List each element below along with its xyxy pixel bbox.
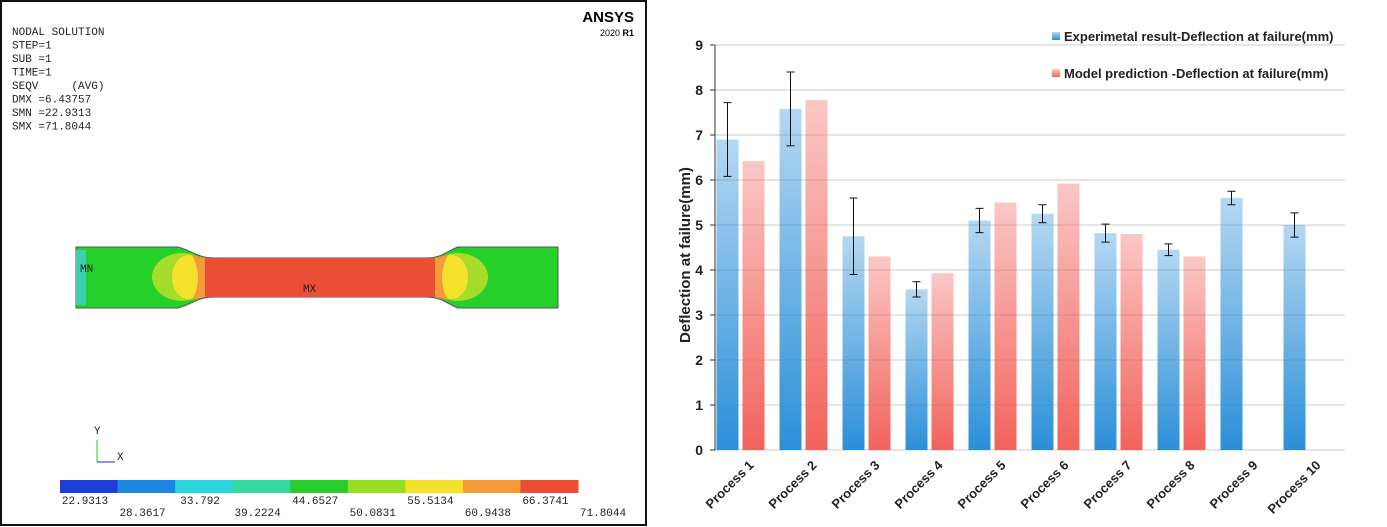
colorbar-segment [405,480,463,493]
y-tick-label: 5 [695,217,703,233]
x-tick-label: Process 3 [829,458,883,512]
solution-info: TIME=1 [12,68,52,80]
solution-info: SUB =1 [12,54,52,66]
bar [906,289,928,450]
y-tick-label: 6 [695,172,703,188]
solution-info: DMX =6.43757 [12,95,91,107]
colorbar-label: 22.9313 [62,496,108,508]
y-tick-label: 3 [695,307,703,323]
legend-swatch [1052,32,1060,40]
solution-info: SEQV (AVG) [12,81,104,93]
y-tick-label: 0 [695,442,703,458]
colorbar-segment [290,480,348,493]
bar [1221,198,1243,450]
bar [869,257,891,451]
bar [1058,184,1080,450]
colorbar-segment [118,480,176,493]
axis-y: Y [94,426,101,438]
colorbar-label: 66.3741 [522,496,569,508]
x-tick-label: Process 2 [766,458,820,512]
y-axis-label: Deflection at failure(mm) [677,167,694,343]
colorbar-segment [520,480,578,493]
solution-info: SMN =22.9313 [12,108,91,120]
colorbar-segment [463,480,521,493]
bar [1095,233,1117,450]
bar [717,140,739,451]
figure: ANSYS 2020 R1 MN MX Y X 22.931328.361733… [0,0,1387,527]
bar [1184,257,1206,451]
x-tick-label: Process 5 [955,458,1009,512]
y-tick-label: 1 [695,397,703,413]
colorbar-segment [175,480,233,493]
bar [743,161,765,450]
x-tick-label: Process 1 [703,458,757,512]
colorbar-label: 71.8044 [580,508,627,520]
version: 2020 [600,28,620,38]
y-tick-label: 9 [695,37,703,53]
x-tick-label: Process 8 [1144,458,1198,512]
bar [1284,225,1306,450]
colorbar-label: 60.9438 [465,508,511,520]
bar [932,273,954,450]
min-marker: MN [80,264,93,276]
release: R1 [622,28,634,38]
bar [806,100,828,450]
ansys-panel: ANSYS 2020 R1 MN MX Y X 22.9313 28.3617 33… [1,1,646,525]
colorbar-label: 50.0831 [350,508,397,520]
bar [1158,250,1180,450]
bar [969,221,991,451]
max-marker: MX [303,284,317,296]
x-tick-label: Process 7 [1081,458,1135,512]
y-tick-label: 2 [695,352,703,368]
colorbar-label: 39.2224 [235,508,282,520]
solution-info: STEP=1 [12,41,52,53]
axis-x: X [117,452,124,464]
solution-info: NODAL SOLUTION [12,27,104,39]
legend: Experimetal result-Deflection at failure… [1052,29,1333,81]
chart: Deflection at failure(mm) 0 1 2 3 4 5 6 7 8 9 Proc… [677,29,1345,517]
x-tick-label: Process 9 [1207,458,1261,512]
y-tick-label: 7 [695,127,703,143]
solution-info: SMX =71.8044 [12,122,92,134]
colorbar-segment [60,480,118,493]
colorbar-label: 44.6527 [292,496,338,508]
legend-label: Experimetal result-Deflection at failure… [1064,29,1333,44]
colorbar-segment [233,480,291,493]
x-tick-label: Process 10 [1264,458,1323,517]
y-tick-label: 4 [695,262,703,278]
colorbar-label: 33.792 [180,496,220,508]
legend-swatch [1052,69,1060,77]
x-tick-label: Process 4 [892,457,947,512]
bar [1121,234,1143,450]
legend-label: Model prediction -Deflection at failure(… [1064,66,1328,81]
y-tick-label: 8 [695,82,703,98]
x-tick-label: Process 6 [1018,458,1072,512]
colorbar-segment [348,480,406,493]
colorbar-label: 28.3617 [119,508,165,520]
bar [995,203,1017,451]
colorbar-label: 55.5134 [407,496,454,508]
bar [1032,214,1054,450]
logo: ANSYS [582,9,634,26]
bar [780,109,802,450]
